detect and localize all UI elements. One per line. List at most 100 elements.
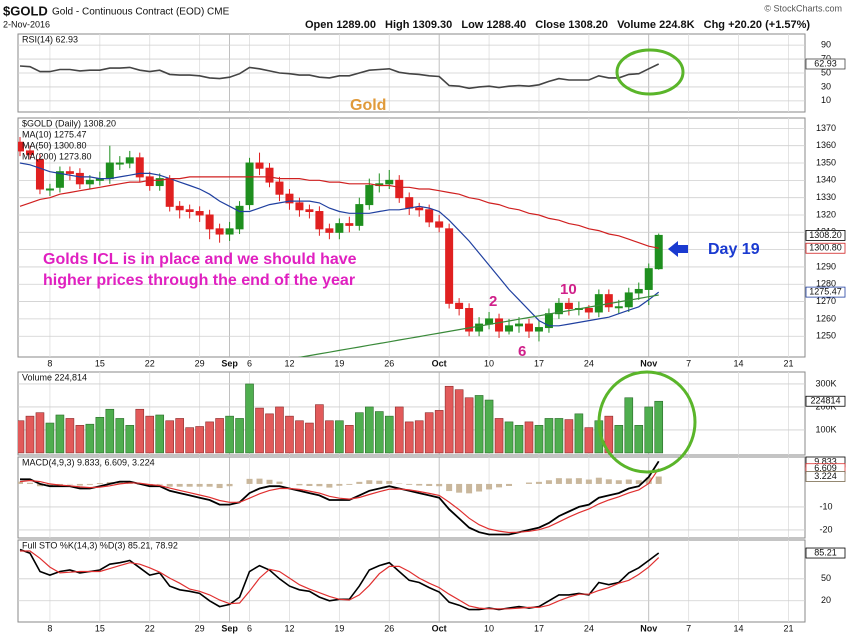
volume-bar: [534, 425, 544, 454]
histogram-bar: [46, 483, 53, 487]
histogram-bar: [436, 483, 443, 487]
candle-body: [644, 268, 653, 290]
candle-body: [305, 209, 314, 213]
candle-body: [115, 162, 124, 165]
volume-bar: [644, 406, 654, 454]
value-box-label: 9.833: [814, 456, 837, 466]
note-line: higher prices through the end of the yea…: [43, 272, 355, 289]
y-tick-label: 1270: [816, 296, 836, 306]
volume-bar: [524, 421, 534, 454]
x-tick-label: 6: [247, 358, 252, 368]
candle-body: [155, 178, 164, 187]
candle-body: [524, 323, 533, 332]
quote-label: Open: [305, 19, 333, 31]
histogram-bar: [366, 480, 373, 484]
candle-body: [465, 308, 474, 332]
volume-bar: [554, 418, 564, 454]
volume-bar: [75, 425, 85, 454]
histogram-bar: [76, 483, 83, 486]
ma-legend: MA(50) 1300.80: [22, 140, 87, 150]
histogram-bar: [216, 483, 223, 489]
histogram-bar: [196, 483, 203, 487]
y-tick-label: -20: [819, 524, 832, 534]
candle-body: [485, 318, 494, 325]
histogram-bar: [376, 480, 383, 484]
panel-legend: MACD(4,9,3) 9.833, 6.609, 3.224: [22, 457, 155, 467]
candle-body: [25, 150, 34, 155]
series-line: [20, 460, 660, 536]
histogram-bar: [525, 482, 532, 484]
volume-bar: [444, 385, 454, 454]
value-box-label: 3.224: [814, 471, 837, 481]
x-tick-label: 22: [145, 623, 155, 633]
x-tick-label: Sep: [221, 623, 238, 633]
x-tick-label: 10: [484, 358, 494, 368]
volume-bar: [544, 418, 554, 454]
volume-bar: [65, 418, 75, 454]
candle-body: [505, 325, 514, 332]
volume-bar: [125, 425, 135, 454]
series-line: [20, 550, 660, 610]
candle-body: [455, 302, 464, 310]
candle-body: [205, 214, 214, 230]
histogram-bar: [256, 478, 263, 484]
histogram-bar: [326, 483, 333, 488]
series-line: [19, 63, 660, 90]
count-label: 10: [560, 281, 577, 298]
volume-bar: [364, 406, 374, 454]
candle-body: [584, 308, 593, 313]
x-tick-label: 24: [584, 358, 594, 368]
volume-bar: [394, 406, 404, 454]
y-tick-label: 1340: [816, 175, 836, 185]
candle-body: [245, 162, 254, 206]
value-box: [805, 286, 846, 298]
histogram-bar: [156, 483, 163, 485]
candle-body: [654, 234, 663, 270]
plot-area: [19, 548, 660, 611]
y-tick-label: 30: [821, 81, 831, 91]
x-tick-label: 22: [145, 358, 155, 368]
candle-body: [295, 202, 304, 211]
count-label: 6: [518, 343, 526, 360]
x-tick-label: 21: [783, 623, 793, 633]
candle-body: [75, 172, 84, 185]
candle-body: [195, 211, 204, 216]
histogram-bar: [96, 483, 103, 484]
volume-bar: [424, 412, 434, 454]
x-tick-label: Sep: [221, 358, 238, 368]
x-tick-label: 19: [334, 358, 344, 368]
candle-body: [385, 179, 394, 185]
series-line: [297, 294, 659, 357]
volume-bar: [414, 420, 424, 454]
y-tick-label: 1320: [816, 209, 836, 219]
histogram-bar: [386, 480, 393, 484]
plot-area: [19, 63, 660, 90]
x-tick-label: 21: [783, 358, 793, 368]
x-tick-label: 12: [284, 623, 294, 633]
panel-legend: Volume 224,814: [22, 372, 87, 382]
y-tick-label: 70: [821, 53, 831, 63]
x-tick-label: 29: [195, 623, 205, 633]
volume-bar: [135, 408, 145, 454]
volume-bar: [165, 420, 174, 454]
histogram-bar: [176, 483, 183, 487]
volume-bar: [384, 415, 394, 454]
volume-bar: [434, 410, 444, 454]
credit: © StockCharts.com: [764, 3, 842, 13]
y-tick-label: -10: [819, 501, 832, 511]
quote-label: Low: [461, 19, 483, 31]
histogram-bar: [276, 481, 283, 484]
plot-area: [18, 460, 662, 536]
histogram-bar: [655, 476, 662, 484]
volume-bar: [115, 418, 125, 454]
candle-body: [55, 171, 64, 188]
y-tick-label: 1280: [816, 279, 836, 289]
volume-bar: [494, 418, 504, 454]
x-tick-label: 19: [334, 623, 344, 633]
panel-legend: Full STO %K(14,3) %D(3) 85.21, 78.92: [22, 540, 178, 550]
x-tick-label: Nov: [640, 623, 657, 633]
candle-body: [275, 181, 284, 195]
annotations: Gold Golds ICL is in place and we should…: [43, 48, 760, 474]
volume-bar: [25, 415, 35, 454]
volume-bar: [404, 421, 414, 454]
